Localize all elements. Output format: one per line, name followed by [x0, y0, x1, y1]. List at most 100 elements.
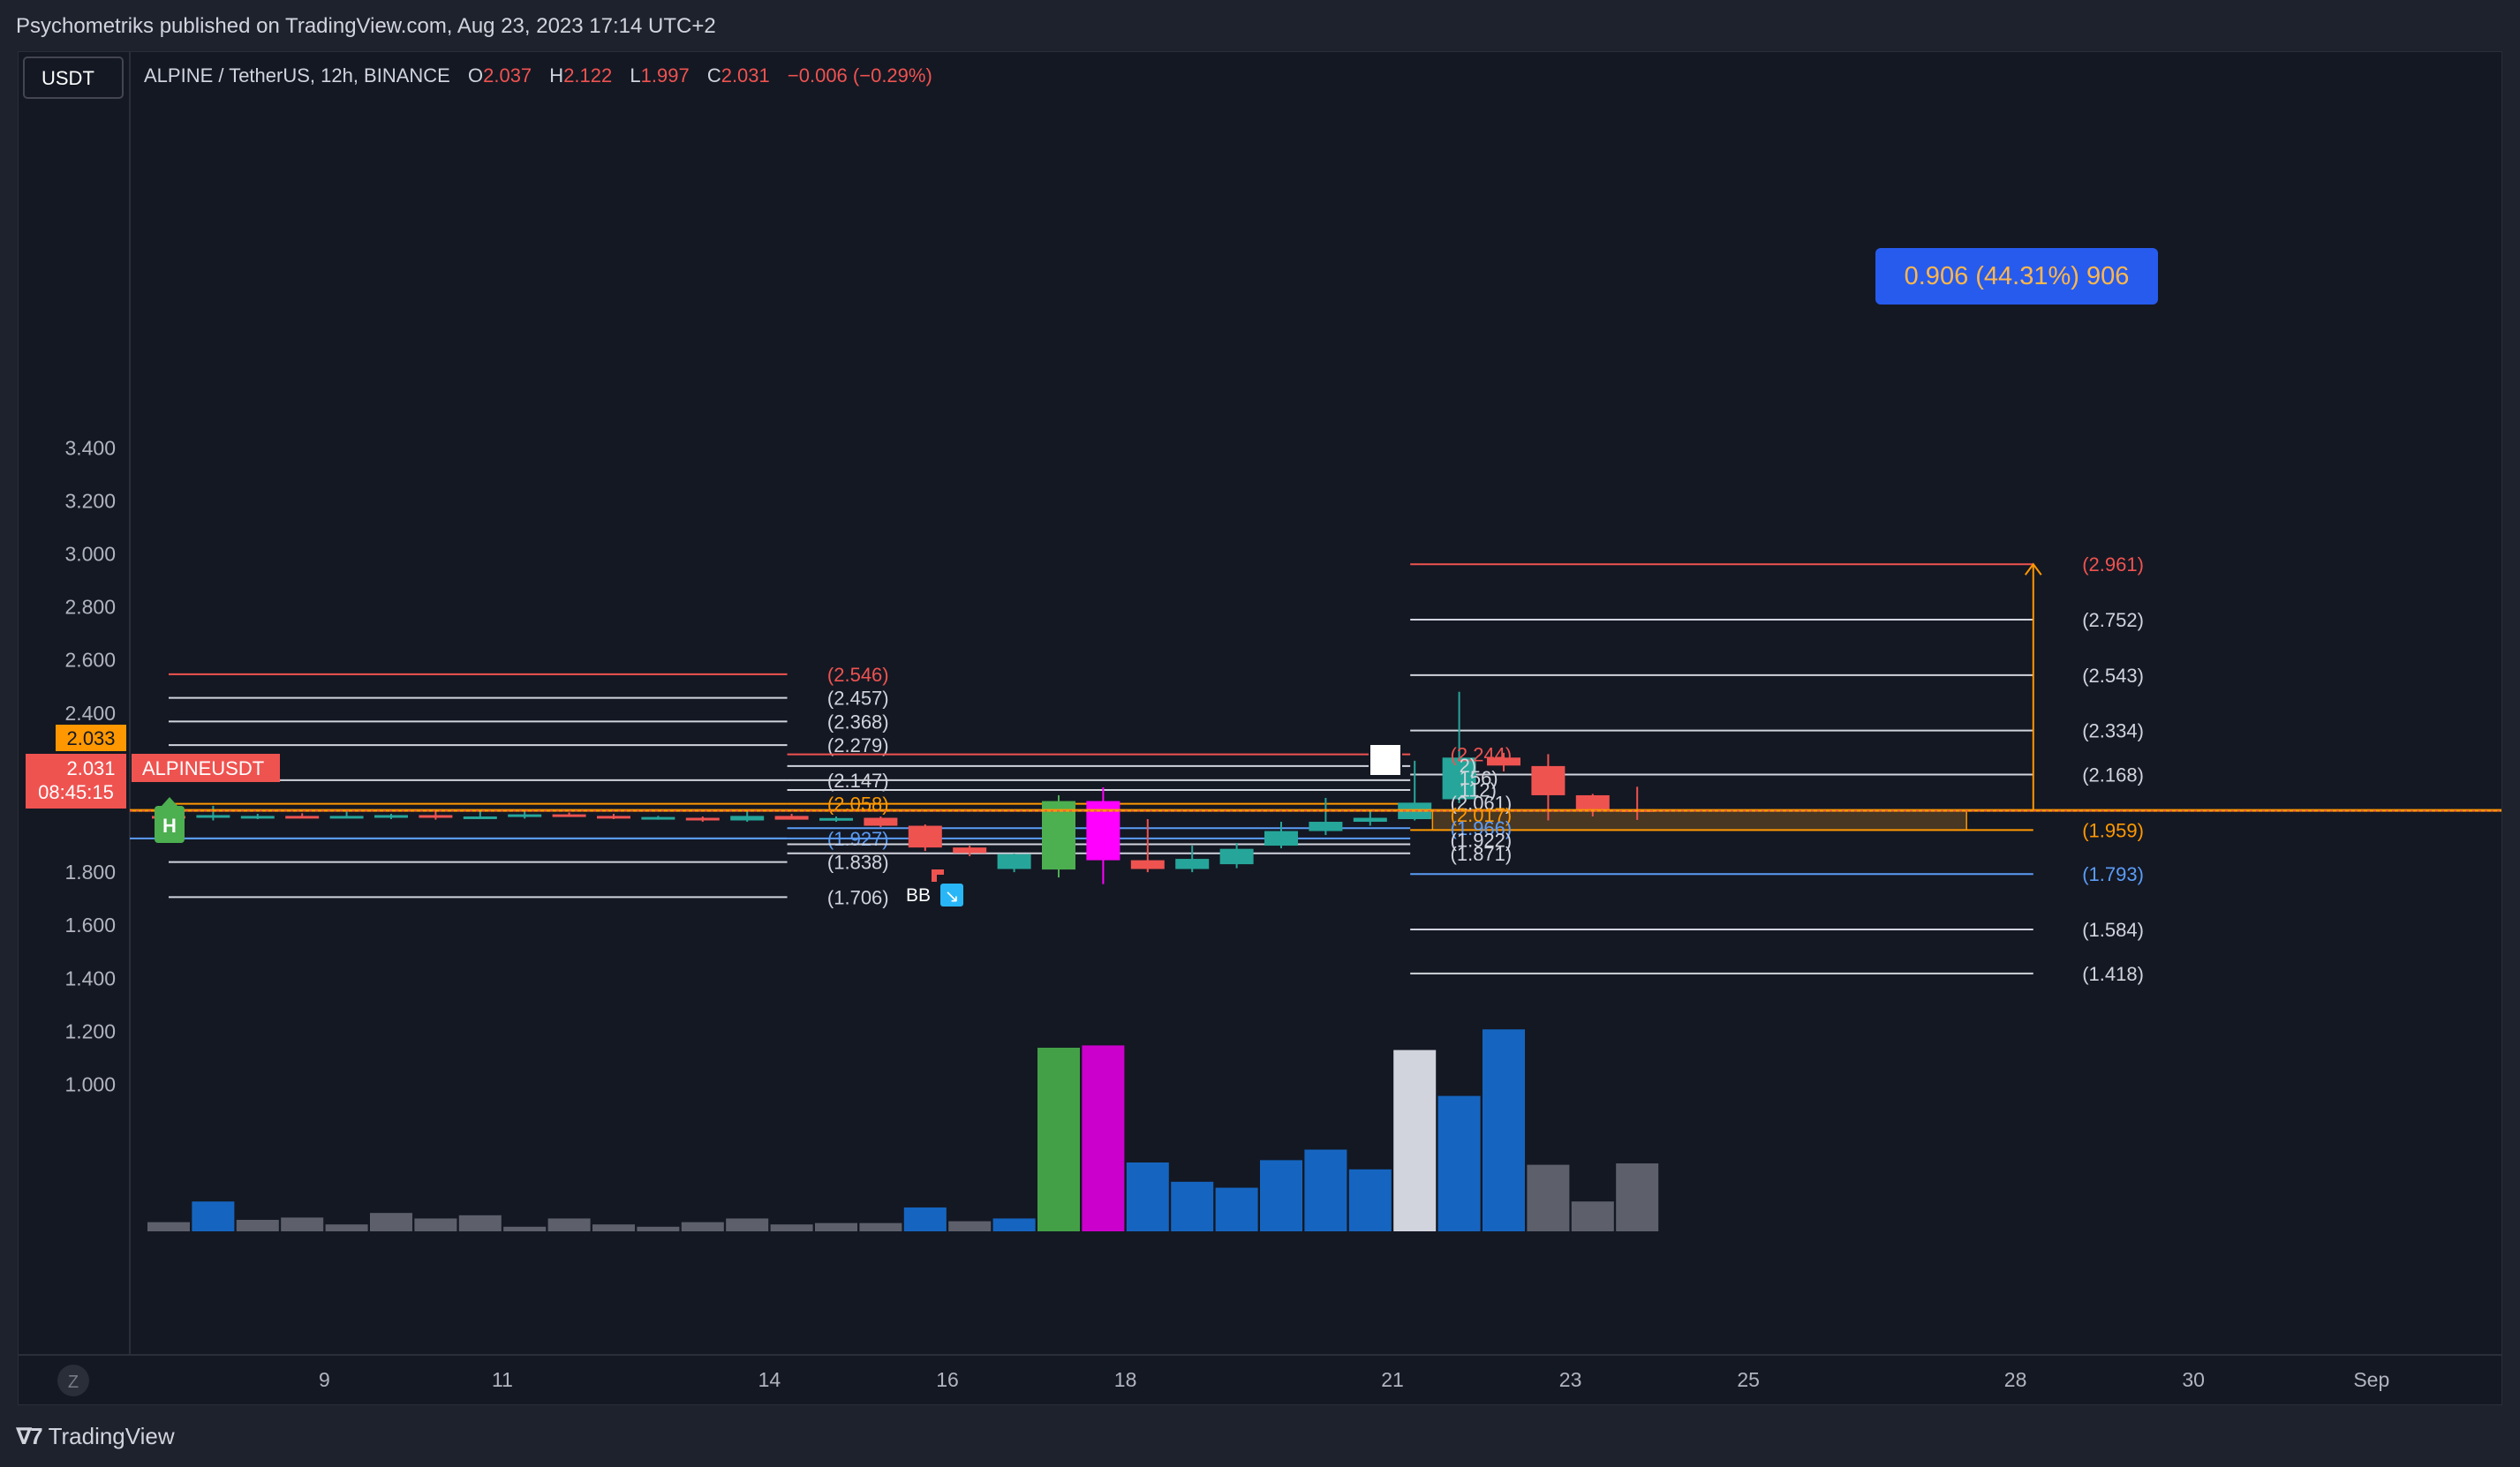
bb-arrow-icon [940, 884, 963, 907]
candle-body-3 [285, 816, 320, 819]
fib-label-0-8: (1.706) [827, 886, 889, 908]
selected-candle-marker[interactable] [1369, 743, 1402, 777]
y-tick-label-8: 1.600 [64, 914, 116, 937]
fib-label-2-6: (1.793) [2082, 863, 2144, 885]
candle-4 [329, 810, 364, 819]
x-tick-label-9: 30 [2182, 1368, 2205, 1391]
measure-arrowhead [2024, 562, 2042, 576]
fib-small-label-8: (1.871) [1451, 843, 1513, 865]
brand-name: TradingView [48, 1423, 175, 1449]
fib-small-label-5: (2.017) [1451, 804, 1513, 826]
volume-bar-18 [948, 1221, 992, 1231]
volume-bar-24 [1215, 1187, 1258, 1231]
candle-13 [730, 810, 765, 823]
candle-25 [1264, 822, 1298, 849]
candle-body-16 [864, 817, 898, 826]
bb-signal[interactable]: BB ↘ [906, 869, 963, 907]
currency-button-label: USDT [41, 67, 94, 89]
y-tick-label-10: 1.200 [64, 1019, 116, 1042]
svg-text:Z: Z [68, 1373, 79, 1392]
x-tick-label-7: 25 [1737, 1368, 1760, 1391]
brand[interactable]: ∇7 TradingView [16, 1423, 175, 1450]
volume-bar-6 [414, 1218, 457, 1231]
fib-small-label-3: 112) [1460, 779, 1497, 801]
fib-levels[interactable]: (2.546)(2.457)(2.368)(2.279) (1.838) (1.70… [169, 553, 2144, 985]
volume-bar-20 [1037, 1048, 1080, 1231]
volume-bar-17 [903, 1207, 947, 1231]
volume-bar-27 [1348, 1169, 1392, 1231]
y-tick-label-7: 1.800 [64, 861, 116, 884]
candle-23 [1175, 846, 1210, 873]
fib-label-1-2: (2.147) [827, 770, 889, 792]
chart-legend: USDT ALPINE / TetherUS, 12h, BINANCE O2.… [23, 56, 932, 99]
candle-body-10 [597, 816, 630, 819]
candle-1 [196, 805, 230, 821]
measure-label: 0.906 (44.31%) 906 [1905, 262, 2130, 290]
measure-label-box[interactable] [1875, 248, 2158, 305]
x-tick-label-1: 11 [492, 1368, 513, 1391]
volume-bar-16 [859, 1222, 902, 1231]
x-tick-label-5: 21 [1381, 1368, 1404, 1391]
volume-bar-29 [1437, 1095, 1481, 1231]
volume-bar-10 [592, 1224, 635, 1231]
x-tick-label-2: 14 [758, 1368, 781, 1391]
x-tick-label-10: Sep [2353, 1368, 2389, 1391]
candle-24 [1219, 843, 1254, 869]
x-axis[interactable]: 9 11 14 16 18 21 23 25 28 30 Sep [319, 1368, 2389, 1391]
legend-symbol: ALPINE / TetherUS, 12h, BINANCE [144, 64, 450, 87]
candle-body-18 [953, 847, 987, 854]
fib-label-0-1: (2.457) [827, 688, 889, 710]
measure-tool[interactable]: 0.906 (44.31%) 906 [1875, 248, 2158, 305]
candle-30 [1487, 752, 1520, 771]
candle-body-25 [1264, 831, 1298, 846]
candle-16 [864, 816, 898, 828]
candle-11 [641, 816, 675, 820]
volume-bar-2 [236, 1220, 279, 1231]
publish-info: Psychometriks published on TradingView.c… [16, 14, 716, 38]
bb-icon: ↘ [945, 887, 960, 907]
legend-text: ALPINE / TetherUS, 12h, BINANCE O2.037 H… [144, 64, 932, 87]
fib-label-2-4: (2.168) [2082, 764, 2144, 786]
y-tick-label-2: 3.000 [64, 543, 116, 566]
tv-logo-icon: ∇7 [16, 1423, 43, 1449]
candle-3 [285, 813, 320, 819]
volume-bar-4 [325, 1224, 368, 1231]
candle-32 [1575, 794, 1610, 816]
x-tick-label-3: 16 [936, 1368, 959, 1391]
legend-close: 2.031 [721, 64, 770, 87]
candle-5 [374, 813, 408, 819]
legend-low: 1.997 [641, 64, 690, 87]
fib-label-2-1: (2.752) [2082, 609, 2144, 631]
x-tick-label-8: 28 [2004, 1368, 2027, 1391]
publish-header: Psychometriks published on TradingView.c… [0, 0, 2520, 51]
candle-26 [1309, 797, 1343, 836]
orange-price-badge: 2.033 [56, 725, 126, 751]
volume-bar-25 [1260, 1160, 1302, 1231]
chart-area[interactable]: 3.4003.2003.0002.8002.6002.4002.2001.800… [18, 51, 2502, 1405]
fib-label-0-2: (2.368) [827, 711, 889, 733]
candle-body-5 [374, 815, 408, 818]
volume-bar-7 [458, 1215, 502, 1231]
volume-bar-9 [547, 1218, 591, 1231]
candle-10 [597, 813, 630, 819]
volume-bar-15 [815, 1222, 857, 1231]
y-tick-label-5: 2.400 [64, 702, 116, 725]
volume-bar-32 [1571, 1201, 1614, 1231]
bb-label: BB [906, 885, 931, 906]
volume-bar-12 [681, 1222, 724, 1231]
volume-bar-31 [1527, 1164, 1570, 1231]
x-tick-label-0: 9 [319, 1368, 330, 1391]
candle-2 [240, 813, 275, 819]
volume-bar-33 [1616, 1163, 1659, 1231]
fib-small-label-0: (2.244) [1451, 744, 1513, 766]
volume-bar-3 [281, 1217, 324, 1231]
h-marker[interactable]: H [155, 797, 185, 843]
price-lines [130, 809, 2501, 839]
currency-button[interactable] [23, 56, 124, 99]
target-zone [1431, 809, 1967, 831]
price-chart[interactable]: 3.4003.2003.0002.8002.6002.4002.2001.800… [19, 52, 2502, 1405]
legend-change: −0.006 (−0.29%) [788, 64, 932, 87]
z-button[interactable]: Z [57, 1365, 89, 1396]
candle-20 [1042, 794, 1075, 878]
candle-body-19 [997, 854, 1031, 869]
